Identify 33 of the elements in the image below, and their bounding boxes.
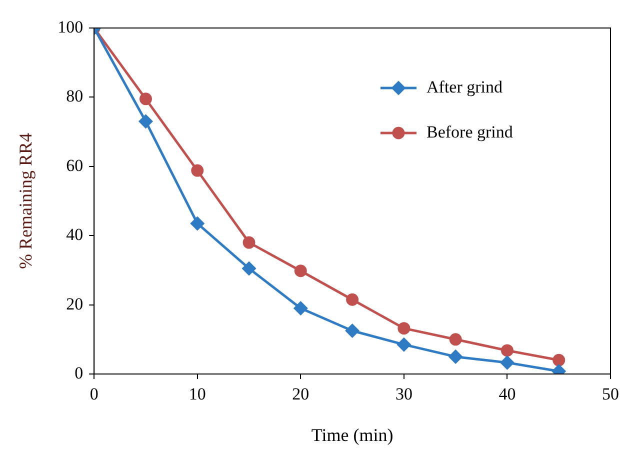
point <box>294 264 307 278</box>
point <box>397 338 411 352</box>
x-tick-label: 40 <box>498 384 516 404</box>
point <box>500 344 514 357</box>
point <box>190 216 204 230</box>
point <box>398 322 410 335</box>
point <box>346 324 360 338</box>
point <box>242 262 256 276</box>
x-tick-label: 50 <box>602 384 619 404</box>
y-tick-label: 40 <box>66 225 84 244</box>
point <box>552 354 566 366</box>
point <box>138 114 152 128</box>
point <box>191 164 204 177</box>
point <box>500 356 514 370</box>
x-tick-label: 0 <box>90 384 98 404</box>
point <box>139 92 152 106</box>
legend-label: After grind <box>426 77 503 96</box>
y-tick-label: 60 <box>66 156 84 175</box>
legend-label: Before grind <box>426 122 514 142</box>
point <box>449 333 462 346</box>
y-tick-label: 80 <box>66 86 84 106</box>
point <box>242 236 256 249</box>
x-tick-label: 10 <box>188 384 206 404</box>
y-tick-label: 20 <box>66 294 84 314</box>
x-axis-title: Time (min) <box>311 424 394 445</box>
point <box>346 293 359 306</box>
x-tick-label: 30 <box>395 384 412 404</box>
y-tick-label: 100 <box>58 17 84 36</box>
y-tick-label: 0 <box>74 363 84 382</box>
point <box>294 302 308 316</box>
y-axis-title: % Remaining RR4 <box>16 133 36 269</box>
x-tick-label: 20 <box>292 384 310 404</box>
point <box>448 350 462 364</box>
